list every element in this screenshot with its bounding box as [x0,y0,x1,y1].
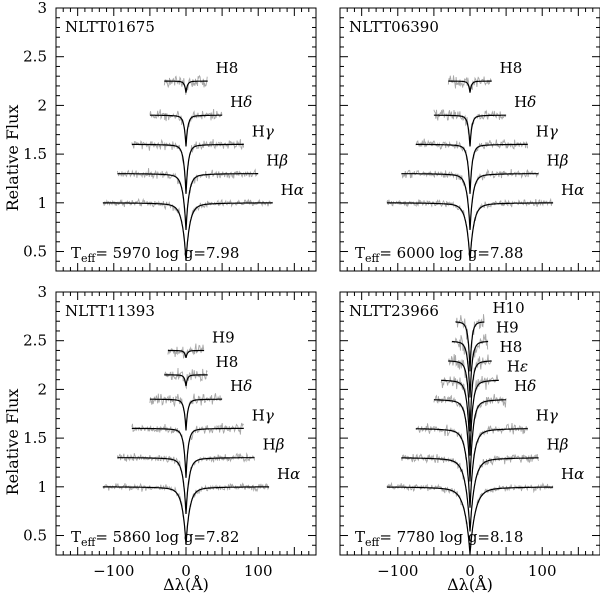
line-label: Hα [281,181,304,199]
observed-spectrum-Hδ [149,393,223,424]
model-fit-Hδ [149,398,223,431]
model-fit-H8 [448,360,492,432]
line-label: Hγ [252,406,274,424]
model-fit-Hγ [415,143,528,194]
line-label: Hγ [252,122,274,140]
x-axis-label-left: Δλ(Å) [163,574,209,594]
model-fit-H8 [164,374,208,387]
line-label: H10 [492,299,524,317]
line-label: Hβ [266,152,288,170]
star-name-label: NLTT11393 [65,302,155,320]
observed-spectrum-Hγ [131,422,244,471]
observed-spectrum-H8 [447,75,492,91]
model-fit-Hα [102,486,270,545]
x-axis-label-right: Δλ(Å) [447,574,493,594]
y-tick-label: 3 [37,283,47,301]
y-tick-label: 1.5 [23,145,47,163]
model-fit-H9 [167,349,205,359]
x-tick-label: 0 [181,562,191,580]
y-tick-label: 2.5 [23,332,47,350]
x-tick-label: −100 [377,562,418,580]
model-fit-Hβ [117,457,255,515]
model-fit-Hγ [415,428,528,508]
line-label: Hγ [536,406,558,424]
y-tick-label: 3 [37,0,47,17]
model-fit-H8 [448,80,492,93]
line-label: H8 [500,338,523,356]
observed-spectrum-Hγ [415,138,529,188]
model-fit-Hδ [149,114,223,147]
observed-spectrum-H8 [163,74,208,95]
line-label: Hβ [263,436,285,454]
model-fit-Hδ [433,399,507,482]
line-label: H9 [496,319,519,337]
y-axis-label-top: Relative Flux [3,105,22,212]
model-fit-Hα [386,486,554,554]
line-label: Hδ [514,93,536,111]
line-label: Hβ [547,436,569,454]
model-fit-Hα [102,202,273,261]
y-tick-label: 1 [37,194,47,212]
line-label: Hα [561,465,584,483]
line-label: H8 [500,59,523,77]
teff-logg-label: Teff= 6000 log g=7.88 [355,244,523,265]
model-fit-Hε [441,379,499,456]
line-label: Hβ [547,152,569,170]
x-tick-label: 0 [465,562,475,580]
y-axis-label-bottom: Relative Flux [3,389,22,496]
model-fit-Hβ [401,457,539,532]
observed-spectrum-Hγ [415,423,529,506]
model-fit-H10 [455,321,485,372]
y-tick-label: 2.5 [23,48,47,66]
line-label: Hε [507,358,528,376]
observed-spectrum-Hβ [400,453,539,528]
observed-spectrum-H8 [163,367,208,390]
line-label: H8 [216,59,239,77]
model-fit-Hδ [433,114,507,147]
x-tick-label: 100 [244,562,273,580]
line-label: H9 [212,328,235,346]
model-fit-Hγ [131,143,244,194]
y-tick-label: 1 [37,478,47,496]
line-label: Hα [277,465,300,483]
model-fit-H8 [164,80,208,93]
star-name-label: NLTT23966 [349,302,439,320]
model-fit-Hα [386,202,554,261]
line-label: Hδ [230,377,252,395]
y-tick-label: 0.5 [23,527,47,545]
line-label: H8 [216,353,239,371]
star-name-label: NLTT01675 [65,18,155,36]
model-fit-Hβ [401,173,539,231]
observed-spectrum-Hβ [116,451,255,507]
line-label: Hδ [514,377,536,395]
teff-logg-label: Teff= 5970 log g=7.98 [71,244,239,265]
y-tick-label: 1.5 [23,429,47,447]
teff-logg-label: Teff= 5860 log g=7.82 [71,528,239,549]
y-tick-label: 2 [37,380,47,398]
model-fit-Hβ [117,173,259,231]
x-tick-label: −100 [93,562,134,580]
line-label: Hδ [230,93,252,111]
teff-logg-label: Teff= 7780 log g=8.18 [355,528,523,549]
y-tick-label: 2 [37,96,47,114]
star-name-label: NLTT06390 [349,18,439,36]
line-label: Hα [561,181,584,199]
model-fit-H9 [451,340,489,398]
line-label: Hγ [536,122,558,140]
y-tick-label: 0.5 [23,243,47,261]
x-tick-label: 100 [528,562,557,580]
model-fit-Hγ [131,427,244,478]
